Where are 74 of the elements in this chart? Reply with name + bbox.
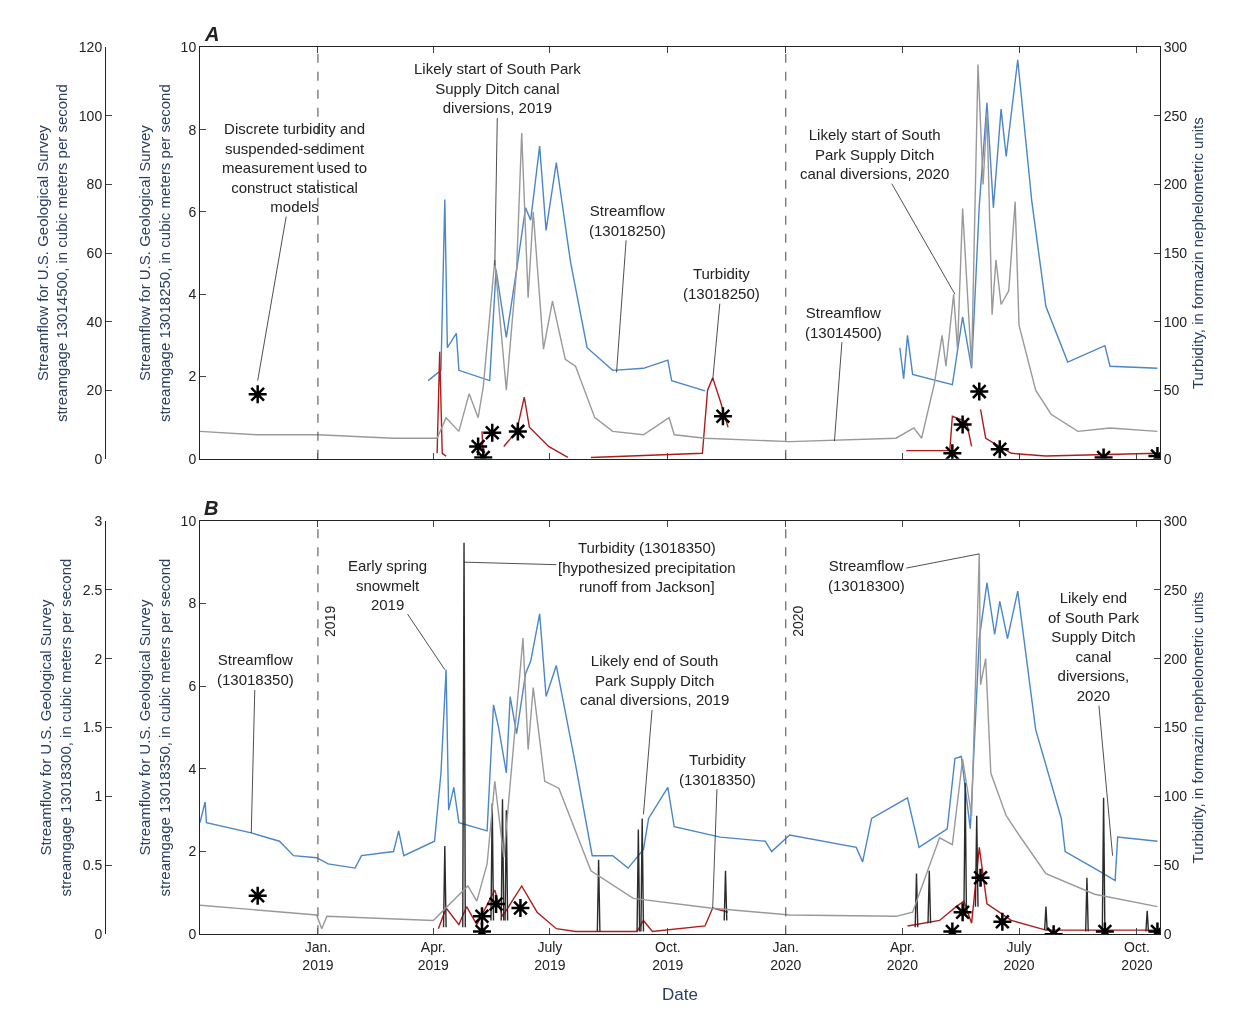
annotation: Likely start of South Park Supply Ditch canal diversions, 2019 [414,60,582,116]
y2-tick-label: 300 [1163,39,1188,56]
y-tick-label: 8 [188,121,197,138]
annotation: Streamflow (13018350) [217,651,294,688]
y-tick-label: 0 [188,926,197,943]
annotation: Likely end of South Park Supply Ditch canal diversions, 2020 [1048,589,1140,704]
y2-tick-label: 250 [1163,581,1188,598]
y-tick-label: 10 [180,39,197,56]
y3-tick-label: 3 [94,512,103,529]
y2-tick-label: 0 [1163,450,1172,467]
y3-tick-label: 0 [94,926,103,943]
y3-tick-label: 0.5 [82,857,103,874]
annotation: Likely start of South Park Supply Ditch canal diversions, 2020 [800,126,950,182]
y3-tick-label: 2.5 [82,581,103,598]
y2-tick-label: 50 [1163,382,1180,399]
x-tick-label: Apr. 2019 [417,939,450,974]
y3-tick-label: 80 [86,176,103,193]
y3-tick-label: 1.5 [82,719,103,736]
annotation: Discrete turbidity and suspended-sediment measurement used to construct statistical models [222,120,368,215]
y3-tick-label: 1 [94,788,103,805]
ref-line-label: 2019 [321,605,338,637]
chart-title: A [204,23,220,45]
y2-tick-label: 150 [1163,719,1188,736]
y2-tick-label: 150 [1163,244,1188,261]
line-series [200,582,1159,882]
annotation: Early spring snowmelt 2019 [348,557,428,613]
y-tick-label: 2 [188,368,197,385]
annotation: Turbidity (13018350) [679,751,756,788]
annotation: Turbidity (13018350) [hypothesized precipitation runoff from Jackson] [558,539,736,595]
y3-tick-label: 20 [86,382,103,399]
annotation: Streamflow (13018250) [589,202,666,239]
y2-tick-label: 0 [1163,926,1172,943]
y2-tick-label: 250 [1163,107,1188,124]
y2-tick-label: 100 [1163,313,1188,330]
y-tick-label: 6 [188,203,197,220]
y3-tick-label: 120 [78,39,103,56]
line-series [200,63,1159,443]
y2-tick-label: 50 [1163,857,1180,874]
y3-axis-title: Streamflow for U.S. Geological Survey streamgage 13018300, in cubic meters per second [37,558,74,897]
y-tick-label: 4 [188,760,197,777]
annotation: Likely end of South Park Supply Ditch canal diversions, 2019 [580,652,730,708]
x-tick-label: July 2020 [1003,939,1035,974]
y3-tick-label: 0 [94,450,103,467]
y2-tick-label: 100 [1163,788,1188,805]
x-tick-label: Jan. 2020 [770,939,802,974]
y-tick-label: 6 [188,678,197,695]
y3-axis-title: Streamflow for U.S. Geological Survey streamgage 13014500, in cubic meters per second [33,84,71,422]
annotation: Streamflow (13014500) [805,304,882,341]
y-tick-label: 0 [188,450,197,467]
y2-axis-title: Turbidity, in formazin nephelometric units [1189,117,1207,389]
y-tick-label: 4 [188,286,197,303]
y2-tick-label: 200 [1163,176,1188,193]
y-axis-title: Streamflow for U.S. Geological Survey streamgage 13018350, in cubic meters per second [136,558,173,897]
x-tick-label: Oct. 2019 [652,939,684,974]
y3-tick-label: 60 [86,244,103,261]
x-axis-title: Date [662,984,698,1004]
y2-tick-label: 300 [1163,512,1188,529]
ref-line-label: 2020 [789,605,806,637]
x-tick-label: Jan. 2019 [302,939,334,974]
y-tick-label: 8 [188,595,197,612]
y2-axis-title: Turbidity, in formazin nephelometric units [1189,591,1207,864]
x-tick-label: July 2019 [534,939,566,974]
y3-tick-label: 100 [78,107,103,124]
y-tick-label: 2 [188,843,197,860]
annotation: Streamflow (13018300) [828,557,905,594]
x-tick-label: Oct. 2020 [1121,939,1153,974]
y2-tick-label: 200 [1163,650,1188,667]
chart-title: B [204,497,219,519]
y3-tick-label: 2 [94,650,103,667]
y-axis-title: Streamflow for U.S. Geological Survey streamgage 13018250, in cubic meters per second [136,84,173,422]
y3-tick-label: 40 [86,313,103,330]
y-tick-label: 10 [180,512,197,529]
annotation: Turbidity (13018250) [683,265,760,302]
x-tick-label: Apr. 2020 [886,939,919,974]
